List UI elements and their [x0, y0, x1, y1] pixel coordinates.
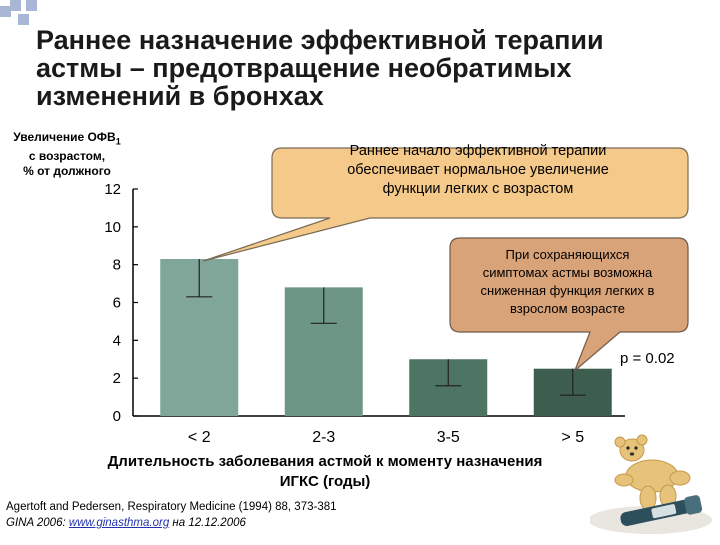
reference-gina: GINA 2006: — [6, 517, 69, 529]
callout-persist-line-4: взрослом возрасте — [510, 301, 625, 316]
callout-persist-line-1: При сохраняющихся — [505, 247, 630, 262]
reference-date: на 12.12.2006 — [169, 517, 246, 529]
y-axis-label-subscript: 1 — [115, 136, 121, 147]
p-value-label: p = 0.02 — [620, 350, 675, 367]
callout-early-line-1: Раннее начало эффективной терапии — [349, 143, 607, 159]
reference-line-2: GINA 2006: www.ginasthma.org на 12.12.20… — [6, 515, 337, 531]
y-tick-label-8: 8 — [113, 257, 121, 274]
decor-squares — [0, 0, 48, 34]
x-tick-label-4: > 5 — [561, 429, 584, 446]
y-tick-label-0: 0 — [113, 408, 121, 425]
y-tick-label-2: 2 — [113, 370, 121, 387]
teddy-bear-inhaler-photo — [588, 418, 720, 540]
slide-title: Раннее назначение эффективной терапии ас… — [36, 26, 716, 110]
reference-line-1: Agertoft and Pedersen, Respiratory Medic… — [6, 501, 337, 513]
y-axis-label-line3: % от должного — [23, 164, 111, 179]
y-axis-label: Увеличение ОФВ1 с возрастом, % от должно… — [2, 130, 132, 179]
callout-early-therapy: Раннее начало эффективной терапии обеспе… — [278, 142, 678, 199]
y-axis-label-line1: Увеличение ОФВ — [13, 130, 116, 144]
y-tick-label-6: 6 — [113, 295, 121, 312]
x-tick-label-1: < 2 — [188, 429, 211, 446]
y-tick-label-10: 10 — [104, 219, 121, 236]
y-axis-label-line2: с возрастом, — [28, 149, 106, 164]
x-tick-label-3: 3-5 — [437, 429, 460, 446]
callout-early-line-3: функции легких с возрастом — [382, 181, 574, 197]
title-line-2: астмы – предотвращение необратимых — [36, 53, 572, 83]
y-tick-label-4: 4 — [113, 332, 121, 349]
callout-early-line-2: обеспечивает нормальное увеличение — [347, 162, 609, 178]
reference: Agertoft and Pedersen, Respiratory Medic… — [6, 499, 337, 531]
ginasthma-link[interactable]: www.ginasthma.org — [68, 517, 170, 529]
callout-persist-line-2: симптомах астмы возможна — [482, 265, 653, 280]
x-tick-label-2: 2-3 — [312, 429, 335, 446]
callout-persist-line-3: сниженная функция легких в — [480, 283, 655, 298]
title-line-1: Раннее назначение эффективной терапии — [36, 25, 604, 55]
callout-persisting-bubble — [449, 237, 689, 372]
x-axis-label: Длительность заболевания астмой к момент… — [107, 453, 543, 490]
title-line-3: изменений в бронхах — [36, 81, 324, 111]
y-tick-label-12: 12 — [104, 181, 121, 198]
callout-persisting-symptoms: При сохраняющихся симптомах астмы возмож… — [455, 246, 680, 318]
callout-early-bubble — [203, 147, 689, 262]
